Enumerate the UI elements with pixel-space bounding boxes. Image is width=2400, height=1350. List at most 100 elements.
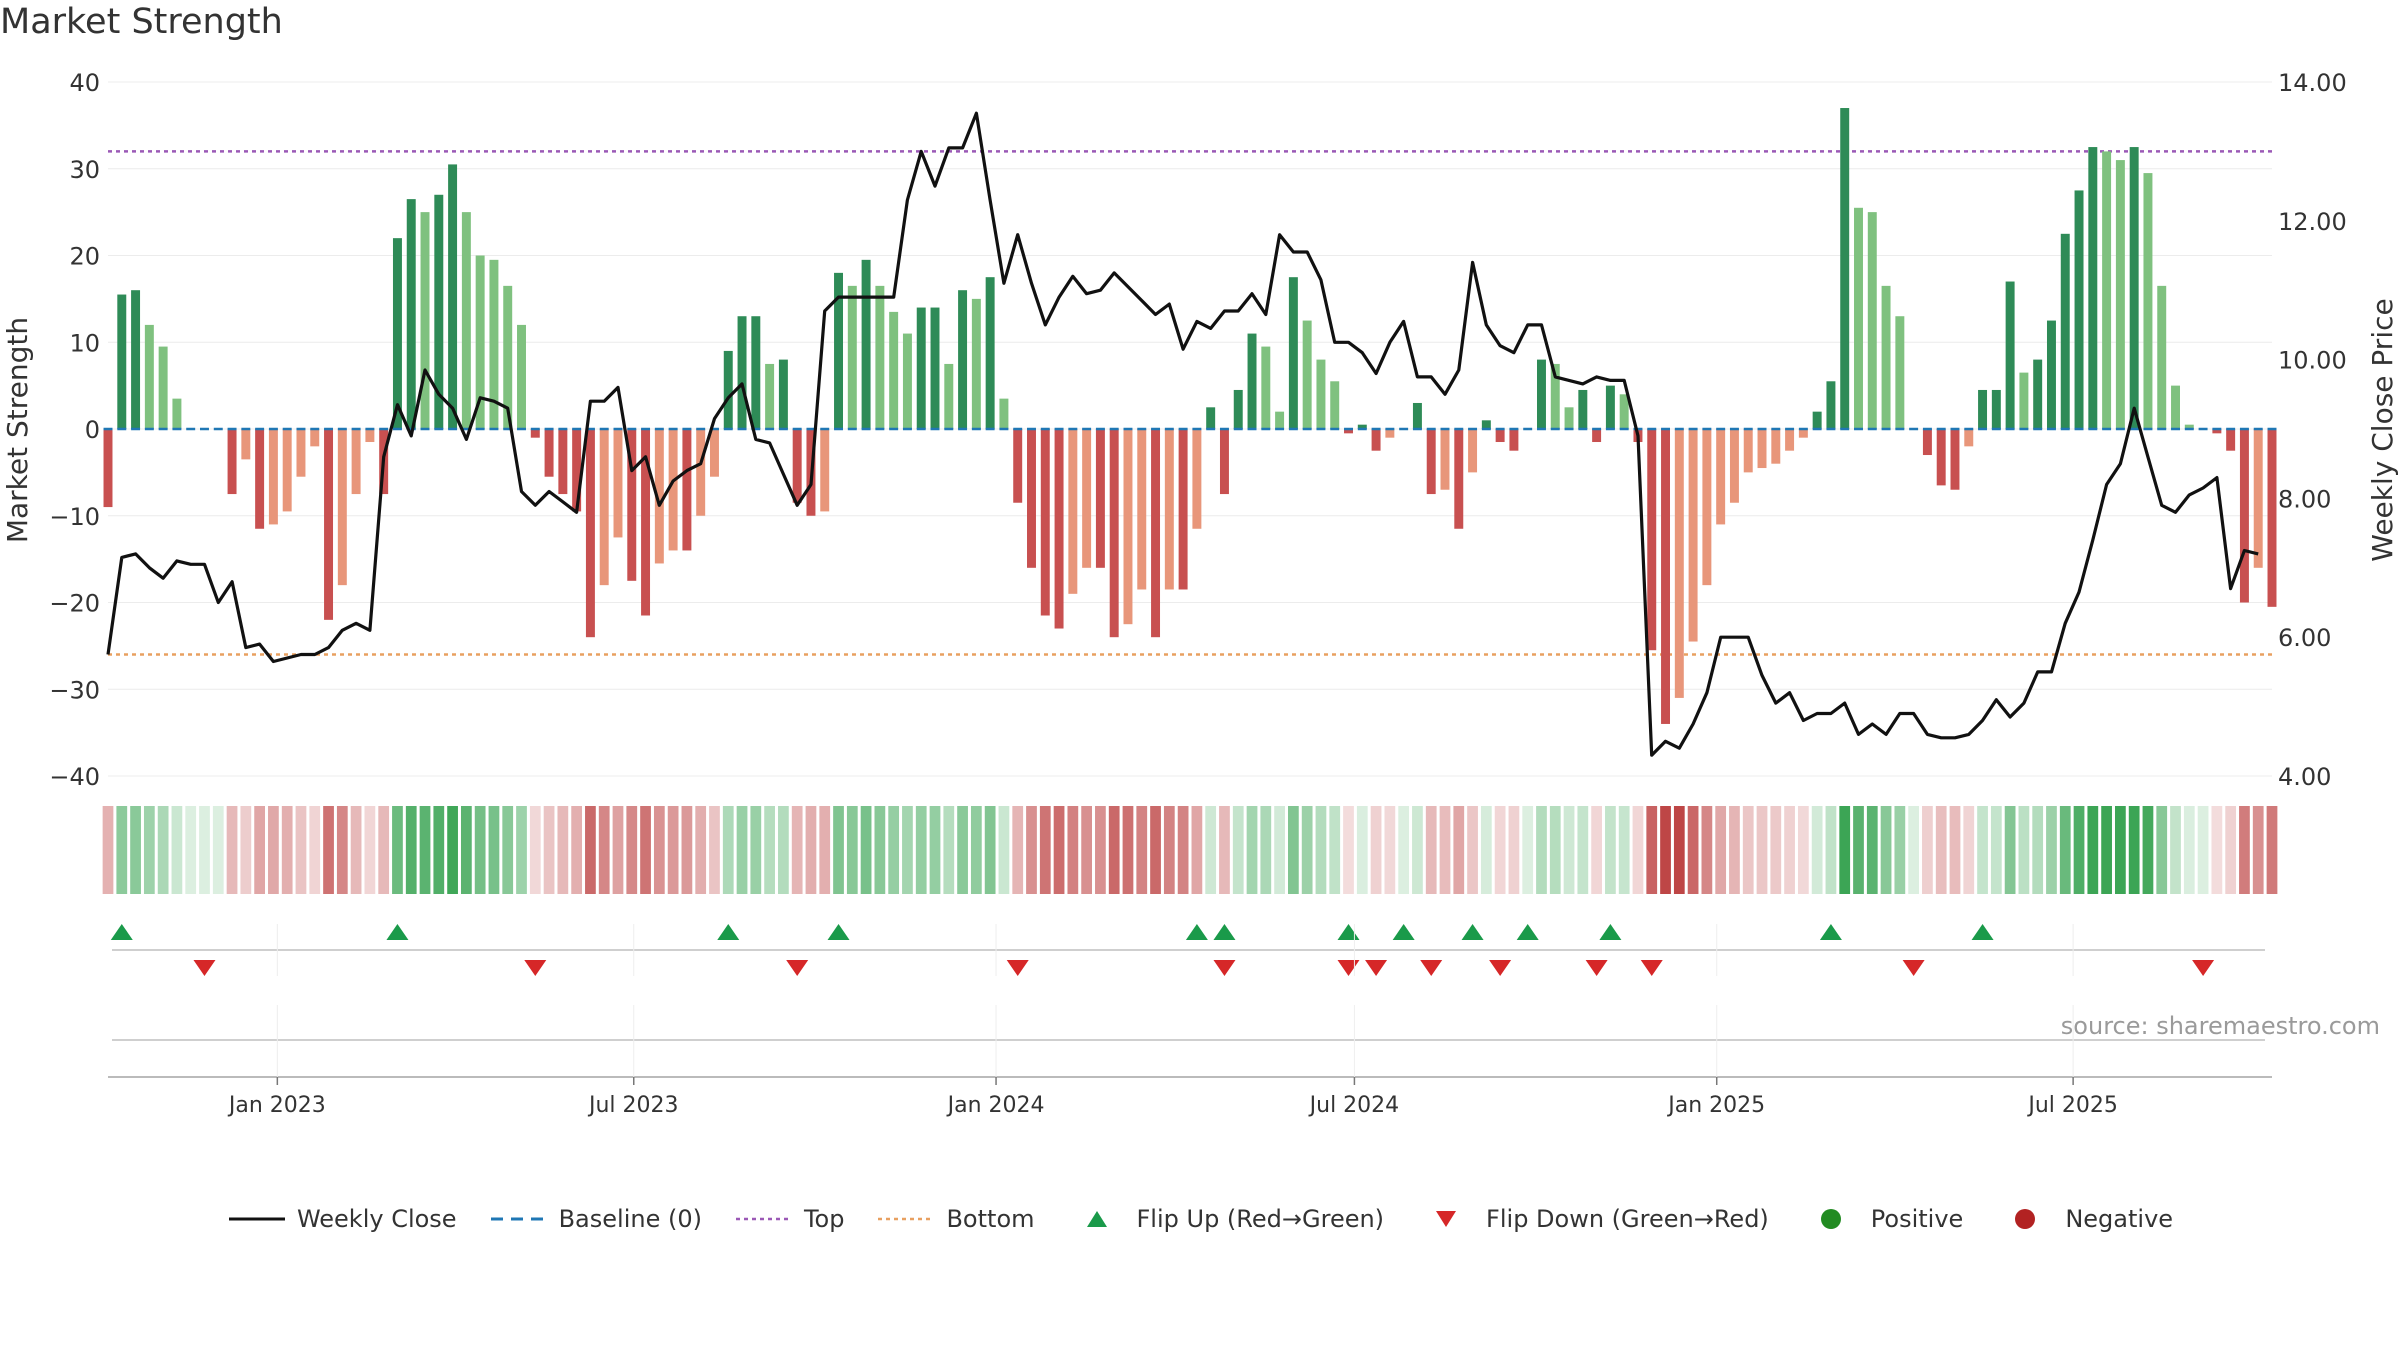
strength-bar	[1040, 429, 1050, 616]
heat-cell	[2018, 806, 2030, 894]
market-strength-chart: 40 30 20 10 0 −10 −20 −30 −40 14.00 12.00 10.00 8.00…	[1, 69, 2399, 1118]
strength-bar	[144, 324, 154, 429]
heat-cell	[1288, 806, 1299, 894]
strength-bar	[392, 238, 402, 429]
strength-bar	[172, 398, 182, 429]
heat-cell	[281, 806, 293, 894]
y2-tick-label: 4.00	[2278, 763, 2331, 791]
heat-cell	[460, 806, 472, 894]
strength-bar	[1936, 429, 1946, 486]
axes: 40 30 20 10 0 −10 −20 −30 −40 14.00 12.00 10.00 8.00…	[1, 69, 2399, 791]
heat-cell	[543, 806, 555, 894]
flip-down-marker	[2192, 960, 2215, 976]
x-tick-label: Jan 2023	[227, 1093, 326, 1118]
strength-bar	[1495, 429, 1505, 443]
strength-bar	[1137, 429, 1147, 590]
strength-bar	[1109, 429, 1119, 638]
strength-bar	[324, 429, 334, 620]
flip-down-marker	[1213, 960, 1236, 976]
flip-up-marker	[1971, 924, 1994, 940]
strength-bar	[875, 285, 885, 429]
legend-item-baseline: Baseline (0)	[489, 1205, 702, 1233]
strength-bar	[1206, 407, 1216, 429]
heat-cell	[791, 806, 803, 894]
heat-cell	[1177, 806, 1189, 894]
legend-symbol-flipdown	[1436, 1211, 1457, 1227]
heat-cell	[1673, 806, 1685, 894]
strength-bar	[1578, 389, 1588, 429]
strength-bar	[1867, 212, 1877, 429]
heat-cell	[2266, 806, 2278, 894]
strength-bar	[2239, 429, 2249, 603]
strength-bar	[613, 429, 623, 538]
strength-bar	[2253, 429, 2263, 568]
strength-bar	[958, 290, 968, 429]
flip-down-marker	[1420, 960, 1443, 976]
heat-cell	[1053, 806, 1065, 894]
strength-bar	[241, 429, 251, 460]
strength-bar	[847, 285, 857, 429]
strength-bar	[2143, 173, 2153, 429]
strength-bar	[517, 324, 526, 429]
legend-label: Bottom	[946, 1205, 1035, 1233]
heat-cell	[157, 806, 169, 894]
heat-cell	[2252, 806, 2264, 894]
heat-cell	[778, 806, 789, 894]
chart-title: Market Strength	[0, 2, 283, 42]
heat-cell	[1467, 806, 1478, 894]
strength-bar	[255, 429, 265, 529]
heat-cell	[419, 806, 431, 894]
heat-cell	[1646, 806, 1658, 894]
strength-bar	[985, 277, 995, 429]
heat-cell	[902, 806, 913, 894]
heat-cell	[626, 806, 638, 894]
flip-down-marker	[1640, 960, 1663, 976]
flip-up-marker	[1461, 924, 1484, 940]
heat-cell	[585, 806, 596, 894]
heat-cell	[1219, 806, 1230, 894]
strength-bar	[1371, 429, 1381, 451]
strength-bar	[1082, 429, 1092, 568]
flip-down-marker	[1489, 960, 1512, 976]
heat-cell	[1384, 806, 1396, 894]
strength-bar	[641, 429, 651, 616]
heat-cell	[1329, 806, 1341, 894]
x-tick-label: Jul 2025	[2026, 1093, 2118, 1118]
strength-bar	[365, 429, 375, 443]
strength-bar	[944, 363, 954, 429]
chart-legend: Weekly Close Baseline (0) Top Bottom Flip Up…	[0, 1205, 2400, 1233]
strength-bar	[1288, 277, 1298, 429]
heat-cell	[268, 806, 279, 894]
heat-cell	[2046, 806, 2057, 894]
strength-bar	[1357, 424, 1367, 429]
strength-bar	[820, 429, 830, 512]
y-tick-label: −30	[49, 676, 100, 704]
strength-bar	[1013, 429, 1023, 503]
strength-bar	[1219, 429, 1229, 495]
strength-bar	[1481, 420, 1491, 429]
heat-cell	[571, 806, 583, 894]
strength-bar	[1550, 363, 1560, 429]
strength-bar	[930, 307, 940, 429]
legend-label: Weekly Close	[296, 1205, 457, 1233]
heat-cell	[1536, 806, 1547, 894]
strength-bar	[2129, 147, 2139, 429]
y2-tick-label: 6.00	[2278, 624, 2331, 652]
legend-symbol-negative	[2015, 1209, 2036, 1229]
heat-cell	[1108, 806, 1120, 894]
strength-bar	[1798, 429, 1808, 438]
flip-up-marker	[1392, 924, 1415, 940]
heat-cell	[1894, 806, 1906, 894]
y2-axis-label: Weekly Close Price	[2366, 298, 2399, 561]
strength-bar	[544, 429, 554, 477]
heat-cell	[1095, 806, 1106, 894]
heat-cell	[1370, 806, 1382, 894]
heat-cell	[653, 806, 665, 894]
heat-cell	[336, 806, 348, 894]
heat-cell	[709, 806, 720, 894]
legend-item-close: Weekly Close	[227, 1205, 457, 1233]
heat-cell	[1770, 806, 1782, 894]
heat-cell	[1577, 806, 1589, 894]
x-tick-label: Jul 2023	[587, 1093, 679, 1118]
flip-up-marker	[1337, 924, 1360, 940]
